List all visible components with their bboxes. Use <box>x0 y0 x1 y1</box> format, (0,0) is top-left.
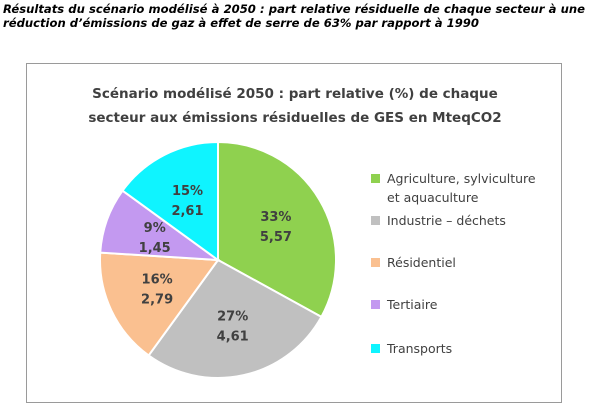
pie-label-percent-5: 15% <box>172 184 203 199</box>
legend-label-1: Agriculture, sylviculture et aquaculture <box>387 171 536 205</box>
pie-slice-1 <box>217 140 337 319</box>
pie-label-value-3: 2,79 <box>141 293 173 308</box>
legend-swatch-2 <box>371 216 380 225</box>
legend-label-2: Industrie – déchets <box>387 213 506 228</box>
legend-swatch-4 <box>371 300 380 309</box>
chart-title: Scénario modélisé 2050 : part relative (… <box>27 82 563 130</box>
pie-label-value-5: 2,61 <box>171 204 203 219</box>
pie-label-percent-4: 9% <box>144 221 166 236</box>
pie-slice-5 <box>121 140 219 262</box>
report-heading: Résultats du scénario modélisé à 2050 : … <box>3 2 585 30</box>
pie-label-value-1: 5,57 <box>260 230 292 245</box>
pie-label-percent-1: 33% <box>260 210 291 225</box>
chart-title-line-2: secteur aux émissions résiduelles de GES… <box>88 110 502 126</box>
pie-slice-3 <box>99 251 220 357</box>
legend-swatch-1 <box>371 174 380 183</box>
pie-label-percent-3: 16% <box>142 273 173 288</box>
legend-swatch-5 <box>371 344 380 353</box>
pie-slice-2 <box>147 258 323 379</box>
legend-label-3: Résidentiel <box>387 255 456 270</box>
pie-chart: 33% 5,57 27% 4,61 16% 2,79 9% 1,45 15% 2,61 <box>99 140 337 379</box>
legend-label-5: Transports <box>387 341 453 356</box>
pie-label-percent-2: 27% <box>217 310 248 325</box>
chart-title-line-1: Scénario modélisé 2050 : part relative (… <box>92 86 498 102</box>
pie-label-value-4: 1,45 <box>139 241 171 256</box>
legend-label-4: Tertiaire <box>387 297 438 312</box>
pie-label-value-2: 4,61 <box>217 330 249 345</box>
legend-swatch-3 <box>371 258 380 267</box>
chart-frame: Scénario modélisé 2050 : part relative (… <box>26 63 562 403</box>
